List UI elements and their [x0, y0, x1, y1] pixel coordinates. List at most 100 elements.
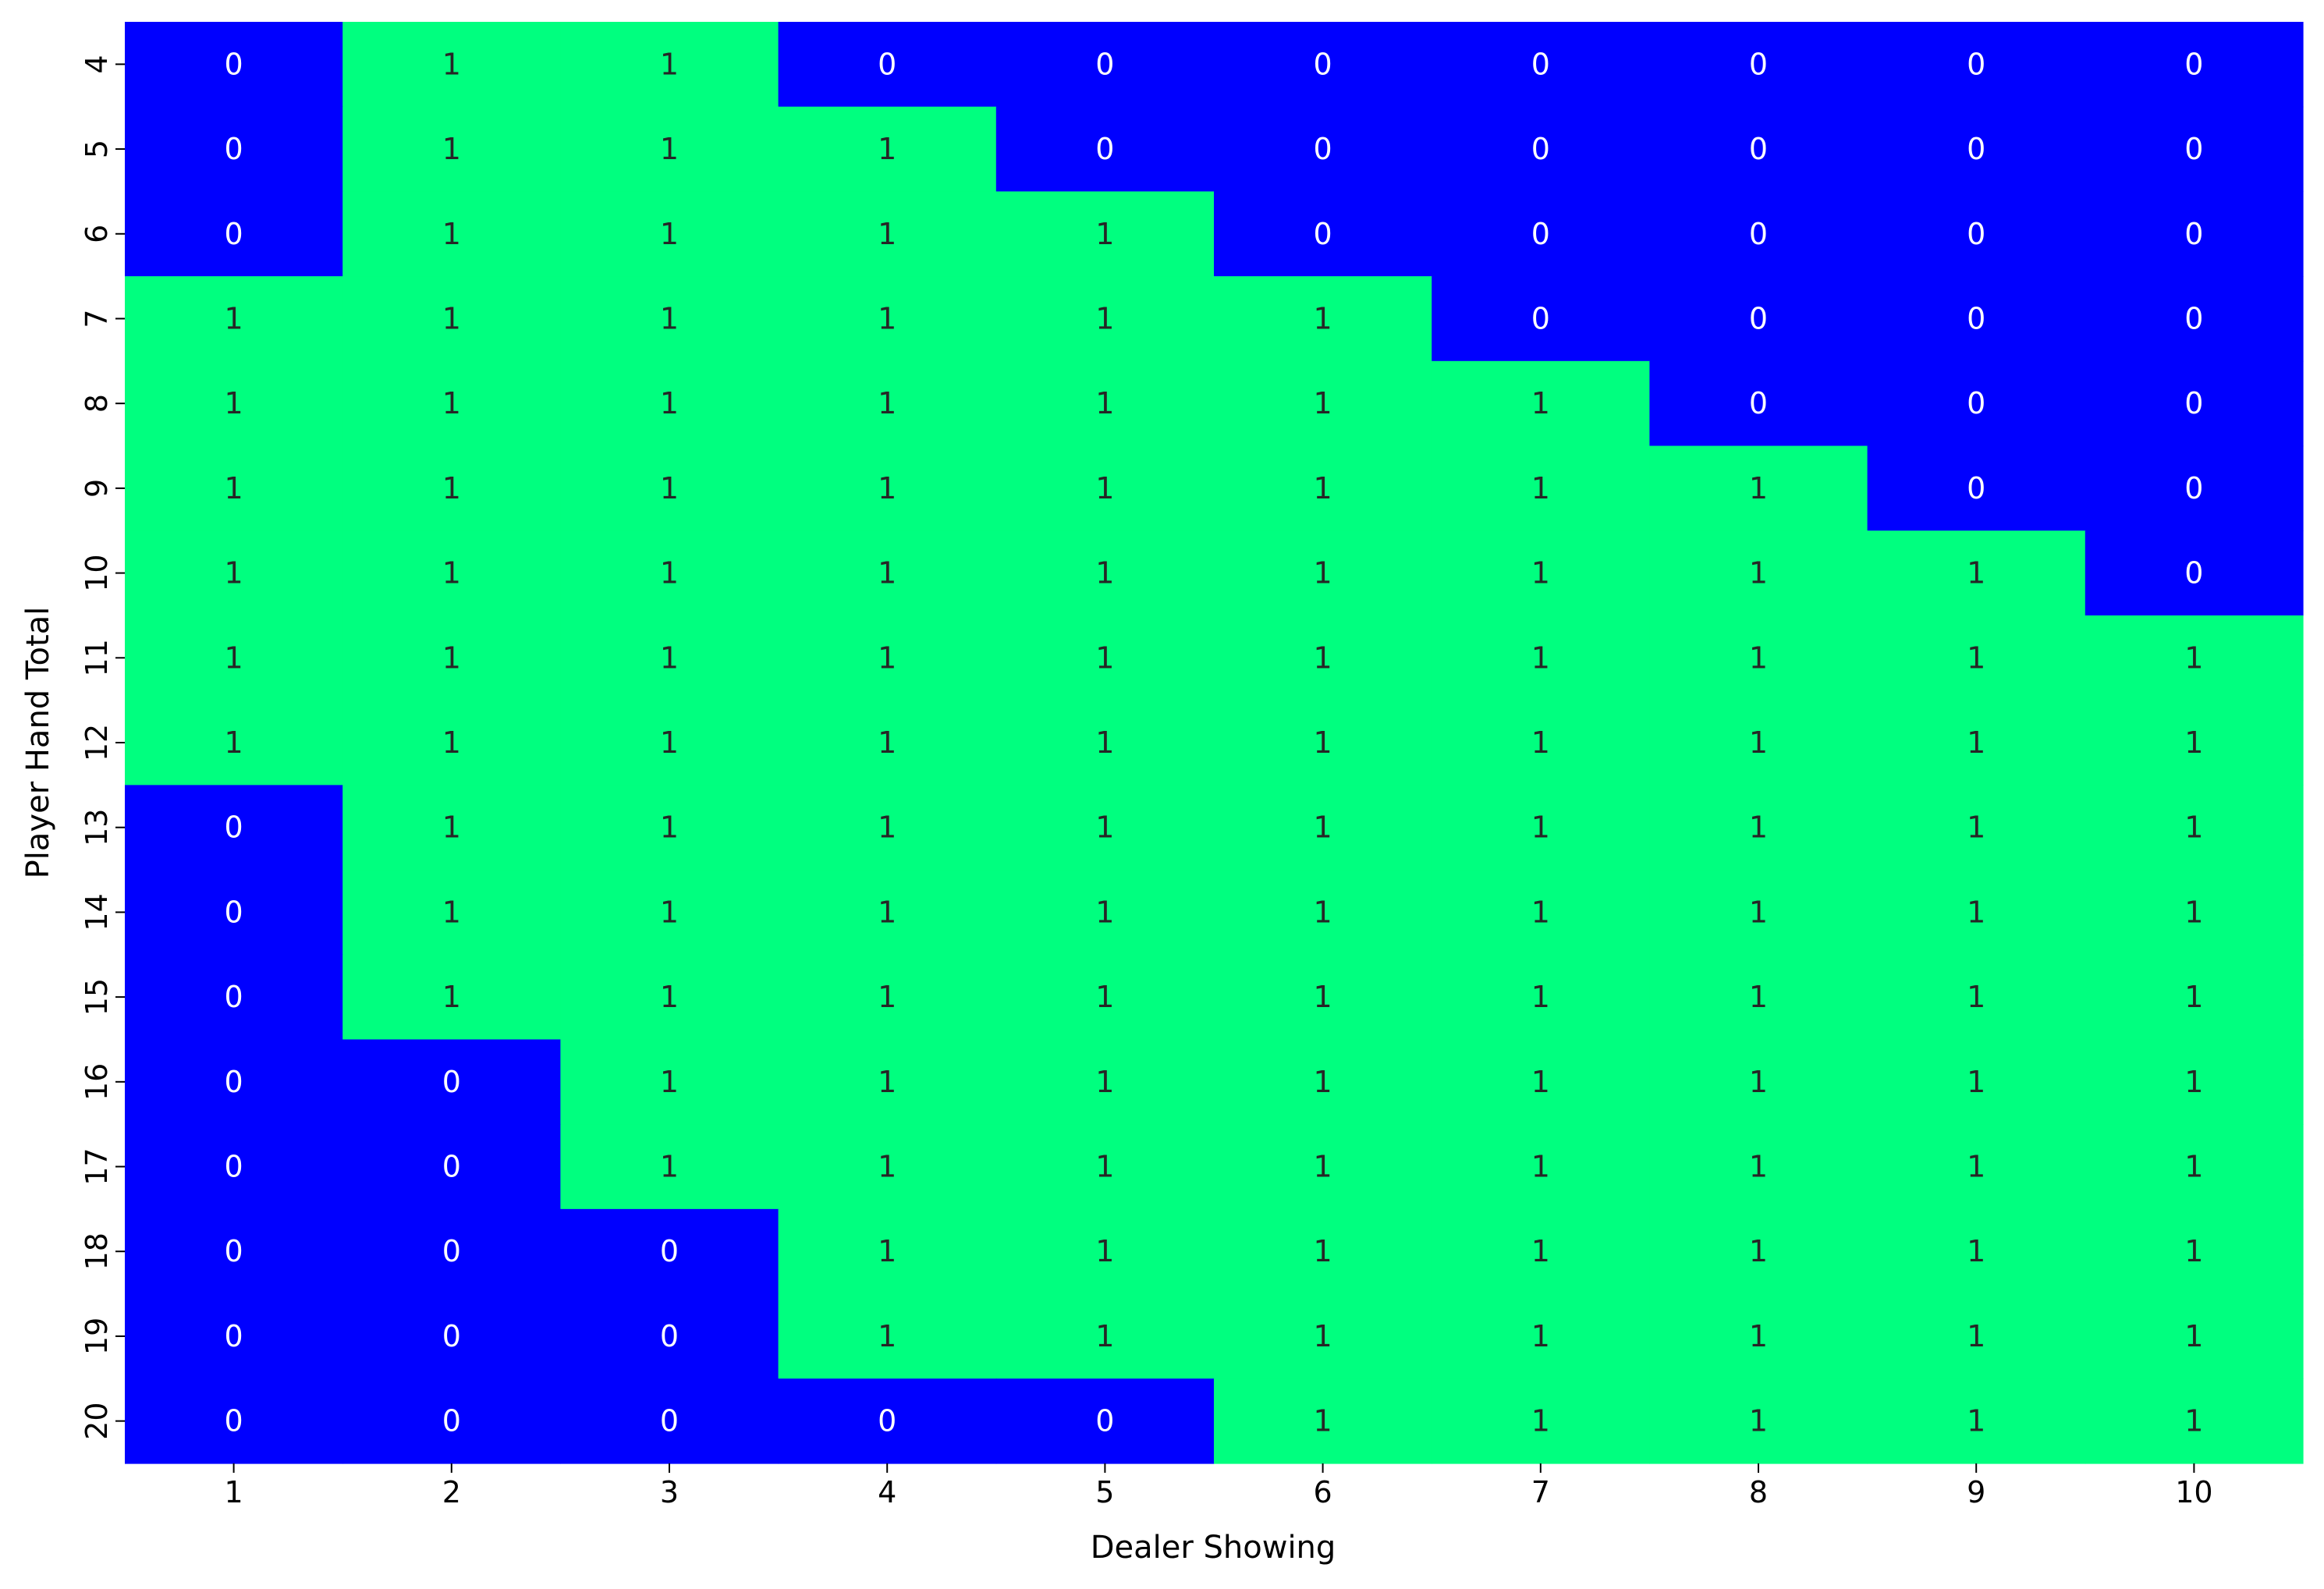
heatmap-cell: [1432, 276, 1650, 362]
cell-value-label: 0: [225, 895, 243, 929]
cell-value-label: 0: [878, 47, 896, 81]
cell-value-label: 0: [1749, 132, 1768, 166]
heatmap-cell: [1649, 276, 1868, 362]
heatmap-cell: [1649, 954, 1868, 1041]
cell-value-label: 1: [878, 640, 896, 675]
cell-value-label: 1: [2184, 1150, 2203, 1184]
cell-value-label: 1: [1314, 386, 1332, 420]
y-axis: 4 5 6 7 8 9 10 11 12 13 14 15 16 17 18 19 20: [80, 55, 125, 1440]
cell-value-label: 1: [442, 810, 461, 845]
cell-value-label: 1: [1967, 556, 1985, 591]
x-axis: 1 2 3 4 5 6 7 8 9 10: [225, 1463, 2213, 1509]
cell-value-label: 1: [1749, 1404, 1768, 1438]
heatmap-cell: [1214, 1039, 1432, 1125]
cell-value-label: 1: [1531, 1319, 1550, 1353]
cell-value-label: 1: [1314, 1404, 1332, 1438]
cell-value-label: 1: [1314, 725, 1332, 760]
heatmap-cell: [778, 1124, 997, 1210]
y-tick-label: 11: [80, 639, 114, 676]
cell-value-label: 1: [1749, 810, 1768, 845]
heatmap-cell: [342, 276, 561, 362]
cell-value-label: 1: [1749, 640, 1768, 675]
y-tick-label: 5: [80, 140, 114, 158]
heatmap-cell: [2085, 1208, 2304, 1295]
heatmap-cell: [778, 785, 997, 871]
heatmap-cell: [995, 530, 1215, 616]
cell-value-label: 1: [1749, 1065, 1768, 1099]
heatmap-cell: [125, 700, 343, 786]
cell-value-label: 1: [1314, 640, 1332, 675]
heatmap-cell: [1649, 445, 1868, 531]
cell-value-label: 1: [1314, 1319, 1332, 1353]
heatmap-cell: [1432, 106, 1650, 193]
heatmap-cell: [995, 700, 1215, 786]
heatmap-cell: [1432, 1378, 1650, 1464]
cell-value-label: 1: [878, 471, 896, 505]
heatmap-cell: [778, 615, 997, 701]
cell-value-label: 1: [878, 1150, 896, 1184]
heatmap-cell: [1214, 360, 1432, 447]
cell-value-label: 0: [1967, 386, 1985, 420]
heatmap-cell: [2085, 615, 2304, 701]
heatmap-cell: [778, 954, 997, 1041]
heatmap-cell: [995, 22, 1215, 108]
cell-value-label: 0: [660, 1319, 679, 1353]
heatmap-cell: [1649, 1293, 1868, 1379]
cell-value-label: 1: [442, 725, 461, 760]
heatmap-cell: [995, 445, 1215, 531]
heatmap-cell: [560, 530, 779, 616]
heatmap-cell: [1432, 1293, 1650, 1379]
y-tick-label: 20: [80, 1402, 114, 1439]
heatmap-cell: [2085, 785, 2304, 871]
y-tick-label: 19: [80, 1318, 114, 1355]
cell-value-label: 1: [442, 640, 461, 675]
heatmap-cell: [1867, 445, 2086, 531]
cell-value-label: 1: [1314, 556, 1332, 591]
heatmap-cell: [1214, 870, 1432, 956]
heatmap-cell: [1649, 785, 1868, 871]
cell-value-label: 0: [225, 1319, 243, 1353]
cell-value-label: 1: [1095, 725, 1114, 760]
cell-value-label: 1: [2184, 1404, 2203, 1438]
x-tick-label: 1: [225, 1475, 243, 1509]
cell-value-label: 0: [1095, 1404, 1114, 1438]
heatmap-cell: [125, 530, 343, 616]
cell-value-label: 0: [442, 1234, 461, 1268]
cell-value-label: 1: [878, 1234, 896, 1268]
heatmap-cell: [778, 276, 997, 362]
cell-value-label: 1: [878, 980, 896, 1014]
heatmap-cell: [342, 191, 561, 277]
heatmap-cell: [2085, 1293, 2304, 1379]
heatmap-cell: [995, 1039, 1215, 1125]
cell-value-label: 0: [1095, 47, 1114, 81]
cell-value-label: 1: [1314, 980, 1332, 1014]
heatmap-cell: [342, 445, 561, 531]
heatmap-cell: [1867, 700, 2086, 786]
cell-value-label: 1: [442, 556, 461, 591]
heatmap-cell: [342, 106, 561, 193]
cell-value-label: 0: [225, 1150, 243, 1184]
cell-value-label: 0: [442, 1065, 461, 1099]
cell-value-label: 0: [1967, 217, 1985, 251]
cell-value-label: 1: [878, 1065, 896, 1099]
cell-value-label: 1: [1531, 1234, 1550, 1268]
heatmap-cell: [995, 276, 1215, 362]
heatmap-cell: [1867, 360, 2086, 447]
cell-value-label: 1: [878, 301, 896, 335]
heatmap-cell: [2085, 22, 2304, 108]
y-tick-label: 18: [80, 1233, 114, 1270]
cell-value-label: 0: [225, 1234, 243, 1268]
cell-value-label: 1: [1095, 386, 1114, 420]
cell-value-label: 1: [1531, 1065, 1550, 1099]
heatmap-cell: [1214, 1378, 1432, 1464]
cell-value-label: 1: [1531, 386, 1550, 420]
heatmap-cell: [1432, 22, 1650, 108]
cell-value-label: 1: [660, 556, 679, 591]
cell-value-label: 1: [1749, 980, 1768, 1014]
heatmap-cell: [778, 1039, 997, 1125]
heatmap-cell: [560, 1293, 779, 1379]
cell-value-label: 0: [1749, 301, 1768, 335]
heatmap-cell: [778, 360, 997, 447]
cell-value-label: 1: [1531, 1150, 1550, 1184]
cell-value-label: 0: [2184, 386, 2203, 420]
